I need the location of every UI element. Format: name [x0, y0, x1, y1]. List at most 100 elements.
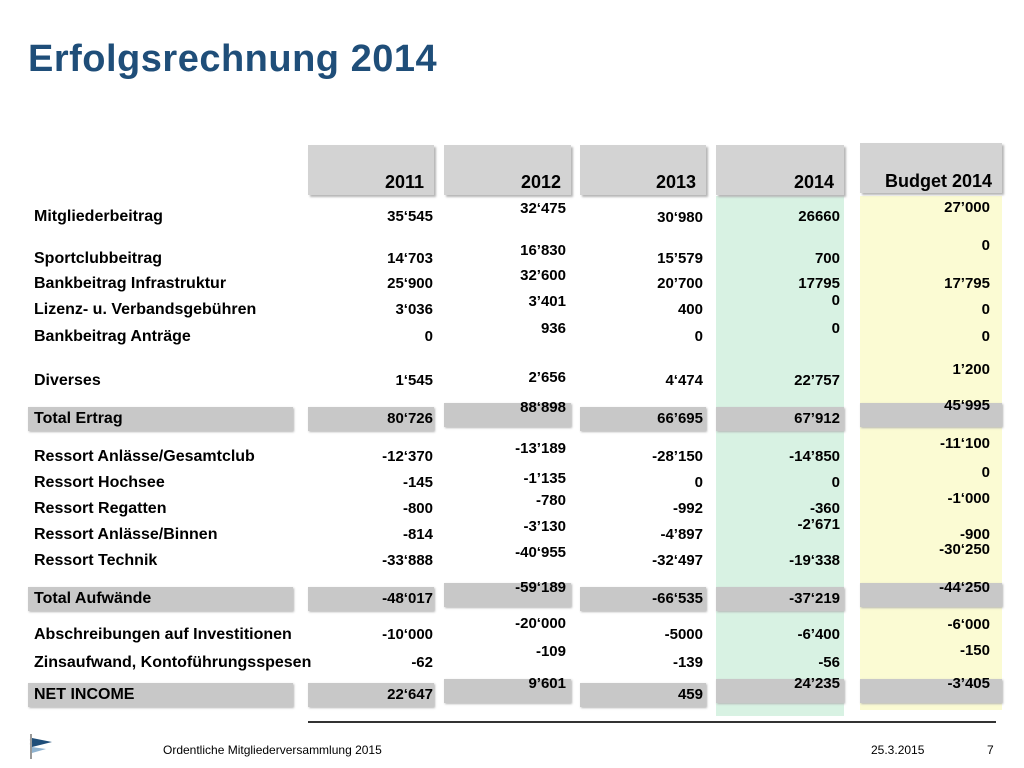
row-value: 30‘980 — [657, 209, 703, 226]
row-label: Lizenz- u. Verbandsgebühren — [34, 301, 257, 318]
row-value: 0 — [981, 301, 990, 318]
row-value: 24’235 — [794, 675, 840, 692]
row-label: Mitgliederbeitrag — [34, 208, 163, 225]
row-value: -2’671 — [797, 516, 840, 533]
row-value: 0 — [694, 328, 703, 345]
row-label: Ressort Hochsee — [34, 474, 165, 491]
row-value: -900 — [959, 526, 990, 543]
row-value: 0 — [981, 237, 990, 254]
column-2014-highlight — [716, 196, 844, 716]
row-label: Zinsaufwand, Kontoführungsspesen — [34, 654, 312, 671]
row-value: -12‘370 — [382, 448, 433, 465]
row-value: -992 — [672, 500, 703, 517]
row-value: 27’000 — [944, 199, 990, 216]
total-value-box — [308, 407, 434, 431]
total-value-box — [860, 583, 1002, 607]
row-label: Abschreibungen auf Investitionen — [34, 626, 292, 643]
total-value-box — [716, 679, 844, 703]
row-value: -37‘219 — [789, 590, 840, 607]
page-title: Erfolgsrechnung 2014 — [28, 38, 438, 80]
row-value: 0 — [424, 328, 433, 345]
column-header-box — [308, 145, 434, 195]
row-value: 0 — [831, 292, 840, 309]
row-value: 45‘995 — [944, 397, 990, 414]
row-label: Ressort Technik — [34, 552, 158, 569]
total-value-box — [580, 407, 706, 431]
row-label: Diverses — [34, 372, 101, 389]
total-value-box — [860, 679, 1002, 703]
row-value: 22‘647 — [387, 686, 433, 703]
row-value: -6’400 — [797, 626, 840, 643]
row-value: 0 — [831, 474, 840, 491]
row-value: -360 — [809, 500, 840, 517]
row-value: -1‘000 — [947, 490, 990, 507]
row-label: Total Aufwände — [34, 590, 152, 607]
row-value: -14’850 — [789, 448, 840, 465]
row-value: -19‘338 — [789, 552, 840, 569]
row-value: -33‘888 — [382, 552, 433, 569]
row-value: 2’656 — [528, 369, 566, 386]
row-value: -62 — [411, 654, 433, 671]
footer-page-number: 7 — [987, 743, 994, 757]
row-value: -145 — [402, 474, 433, 491]
footer-meeting: Ordentliche Mitgliederversammlung 2015 — [163, 743, 382, 757]
row-value: 22’757 — [794, 372, 840, 389]
row-value: 14‘703 — [387, 250, 433, 267]
row-value: -56 — [818, 654, 840, 671]
row-value: -5000 — [664, 626, 703, 643]
total-value-box — [444, 679, 571, 703]
row-value: 459 — [677, 686, 703, 703]
row-value: 17795 — [798, 275, 840, 292]
row-value: 9’601 — [528, 675, 566, 692]
row-label: Bankbeitrag Infrastruktur — [34, 275, 227, 292]
total-value-box — [860, 403, 1002, 427]
row-value: 3‘036 — [395, 301, 433, 318]
column-header: 2012 — [520, 172, 561, 192]
row-value: 15’579 — [657, 250, 703, 267]
column-header-box — [444, 145, 571, 195]
row-value: 32‘475 — [520, 200, 566, 217]
row-value: -11‘100 — [939, 435, 990, 452]
row-value: 67’912 — [794, 410, 840, 427]
club-flag-logo-icon — [26, 732, 54, 760]
row-value: -3’405 — [947, 675, 990, 692]
row-value: -109 — [535, 643, 566, 660]
row-value: 400 — [677, 301, 703, 318]
column-budget-highlight — [860, 196, 1002, 710]
row-value: -814 — [402, 526, 433, 543]
row-value: 0 — [694, 474, 703, 491]
column-header-box — [860, 143, 1002, 193]
row-label: Ressort Anlässe/Binnen — [34, 526, 218, 543]
row-value: 3’401 — [528, 293, 566, 310]
row-value: 4‘474 — [665, 372, 703, 389]
total-value-box — [580, 683, 706, 707]
row-value: -780 — [535, 492, 566, 509]
row-value: -3’130 — [523, 518, 566, 535]
column-header: 2011 — [384, 172, 424, 192]
row-value: -28’150 — [652, 448, 703, 465]
row-value: 17’795 — [944, 275, 990, 292]
row-value: 80‘726 — [387, 410, 433, 427]
total-label-box — [28, 407, 293, 431]
row-value: 20’700 — [657, 275, 703, 292]
row-value: 0 — [981, 464, 990, 481]
total-value-box — [716, 587, 844, 611]
row-value: -40‘955 — [515, 544, 566, 561]
column-header: 2014 — [793, 172, 834, 192]
row-label: Bankbeitrag Anträge — [34, 328, 191, 345]
row-value: -6‘000 — [947, 616, 990, 633]
row-value: 700 — [814, 250, 840, 267]
total-label-box — [28, 683, 293, 707]
row-value: -44‘250 — [939, 579, 990, 596]
row-value: 1’200 — [952, 361, 990, 378]
column-header: 2013 — [655, 172, 696, 192]
row-value: -4’897 — [660, 526, 703, 543]
row-value: 16’830 — [520, 242, 566, 259]
column-header-box — [580, 145, 706, 195]
row-value: 35‘545 — [387, 208, 433, 225]
row-value: 32’600 — [520, 267, 566, 284]
row-value: 26660 — [798, 208, 840, 225]
row-value: 66’695 — [657, 410, 703, 427]
row-value: 1‘545 — [395, 372, 433, 389]
row-value: 936 — [540, 320, 566, 337]
